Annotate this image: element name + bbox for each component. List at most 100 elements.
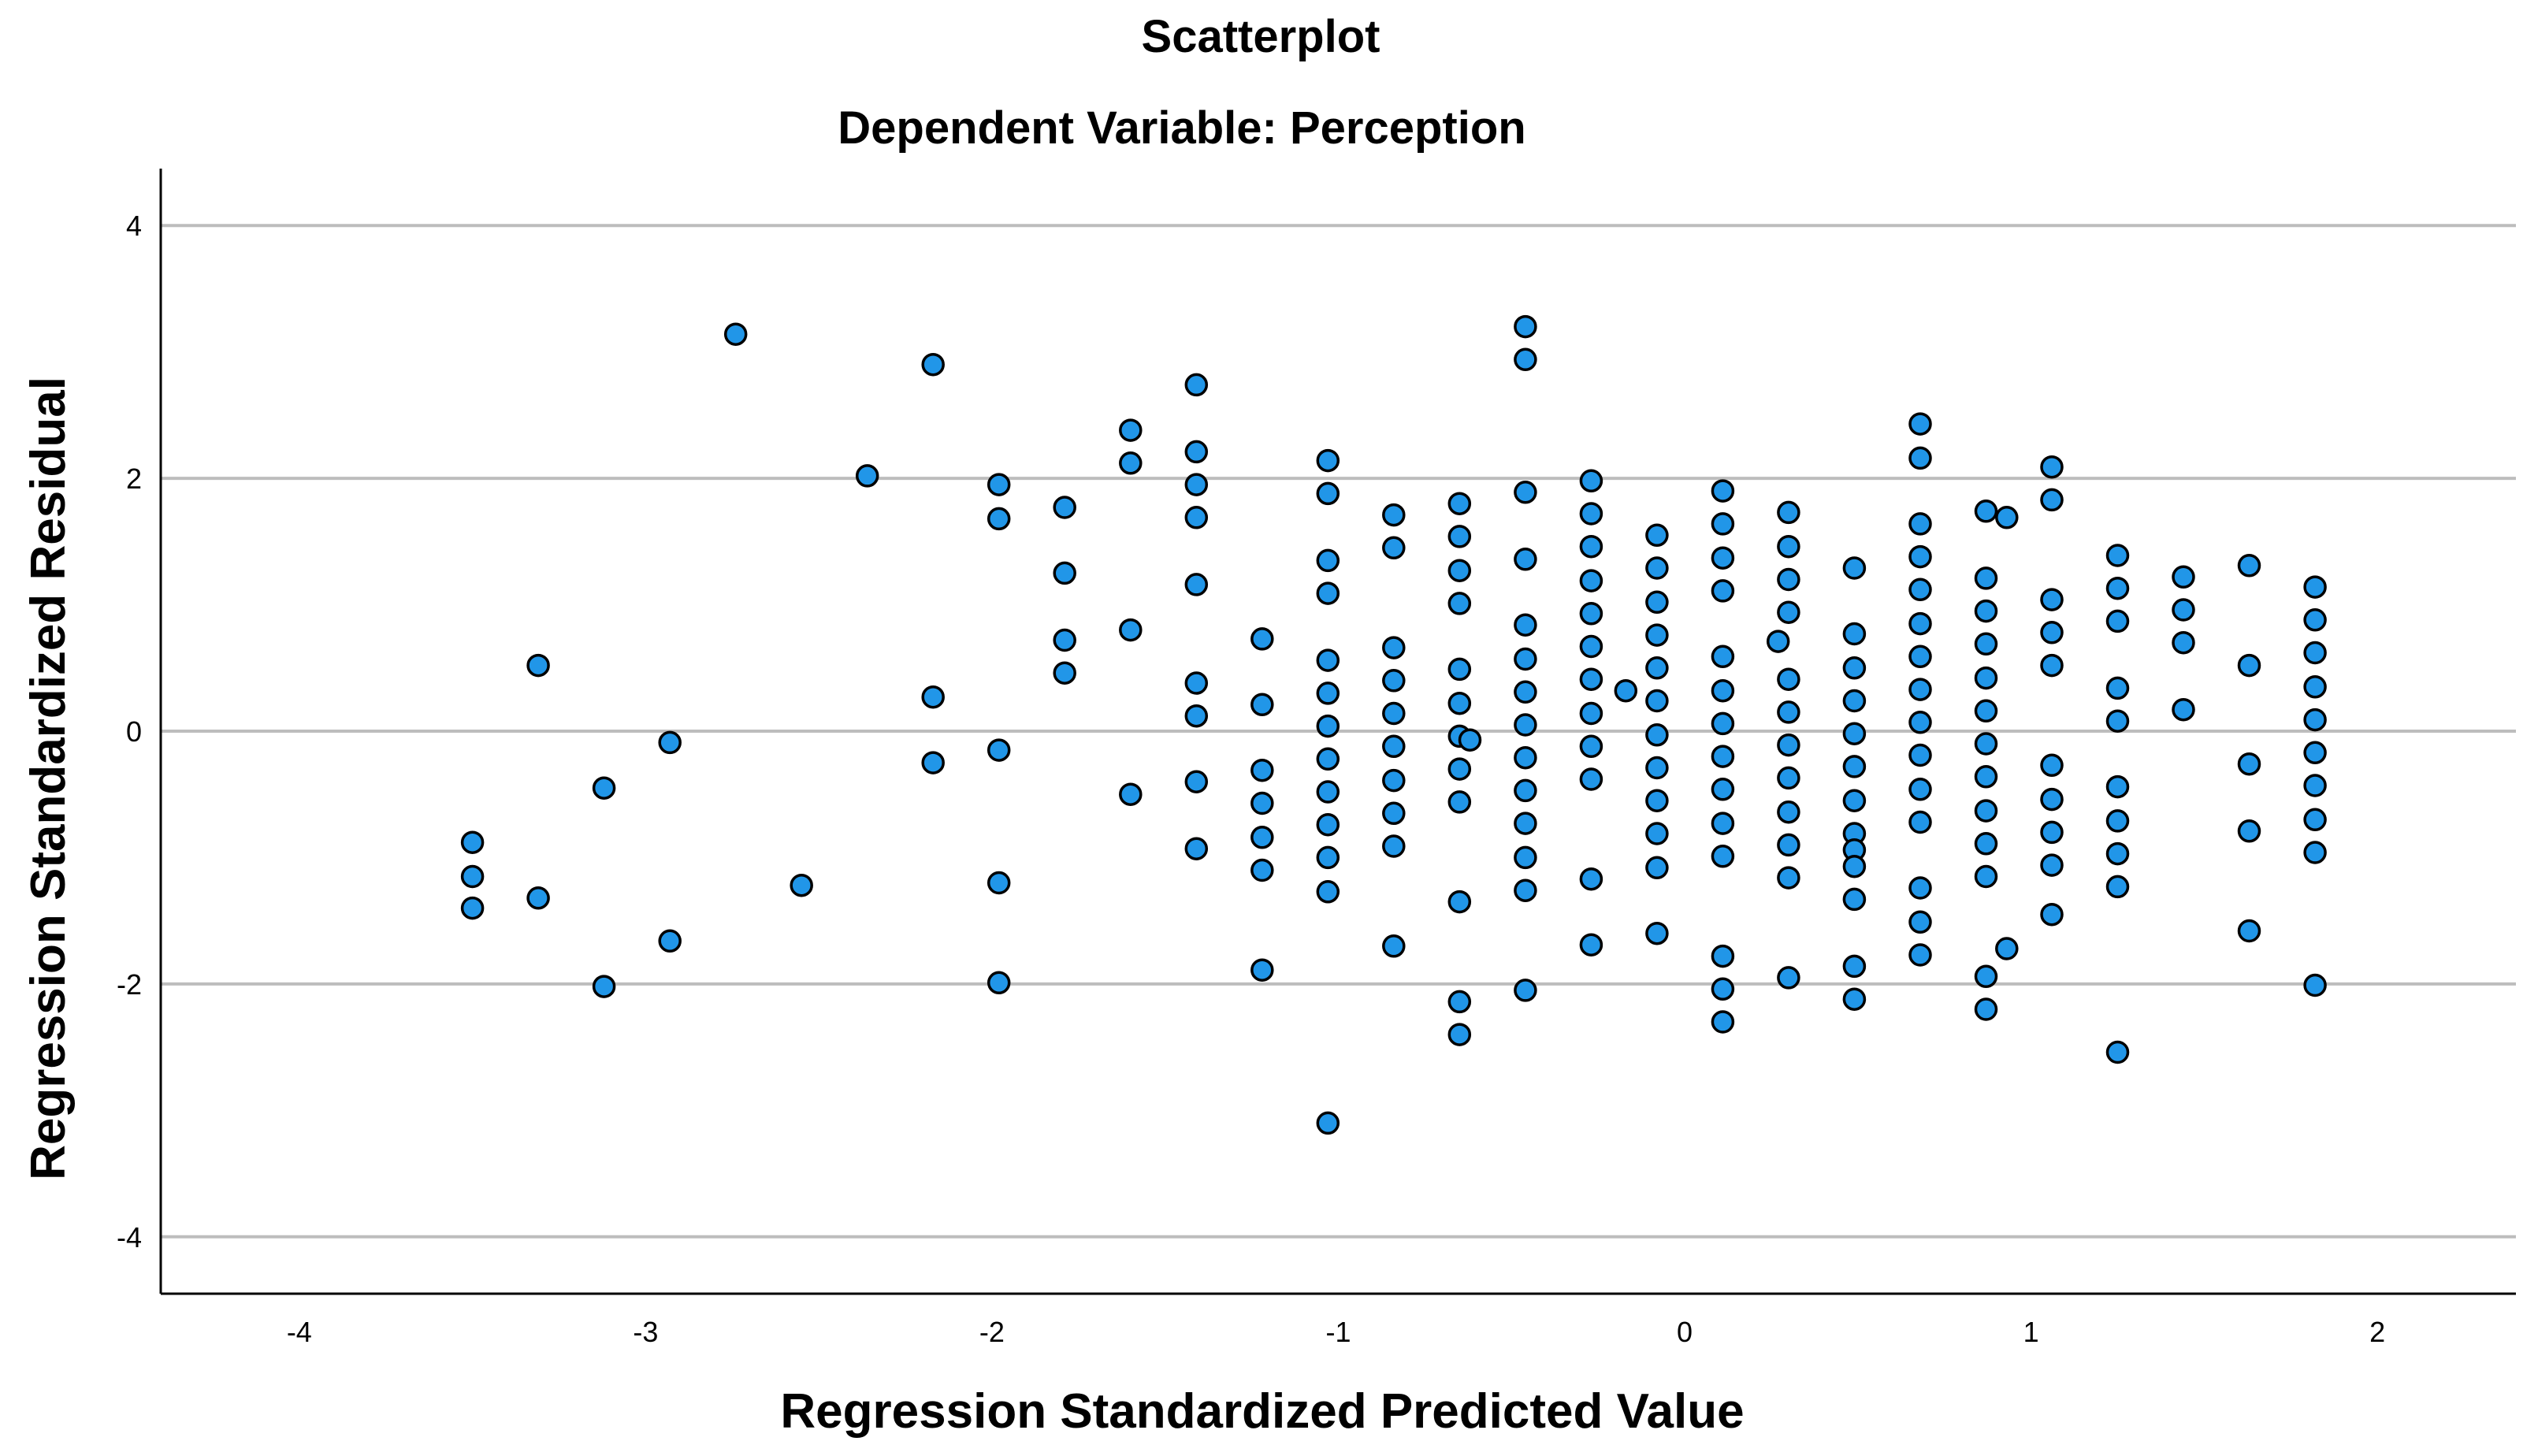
data-point (1711, 678, 1735, 703)
data-point (1974, 799, 1998, 823)
data-point (1250, 693, 1274, 717)
data-point (1316, 648, 1340, 672)
data-point (1908, 743, 1932, 767)
data-point (1842, 887, 1867, 912)
data-point (1447, 790, 1472, 814)
data-point (1842, 987, 1867, 1011)
data-point (987, 507, 1011, 531)
data-point (1447, 657, 1472, 682)
data-point (1514, 647, 1537, 671)
x-tick-labels: -4 -3 -2 -1 0 1 2 (287, 1316, 2385, 1348)
data-point (1447, 492, 1472, 515)
data-point (2105, 875, 2130, 899)
data-point (1447, 592, 1472, 615)
data-point (1908, 943, 1932, 967)
data-point (1579, 933, 1603, 956)
data-point (2105, 774, 2130, 799)
data-point (1579, 734, 1603, 759)
data-point (1777, 700, 1800, 724)
data-point (1974, 566, 1998, 590)
data-point (1447, 691, 1472, 715)
data-point (987, 738, 1011, 762)
data-point (1974, 832, 1998, 856)
data-point (2172, 565, 2195, 589)
data-point (1053, 496, 1076, 519)
y-tick-label: 4 (126, 210, 142, 242)
data-point (1382, 636, 1406, 659)
data-point (2040, 753, 2064, 778)
data-point (1250, 627, 1274, 651)
data-point (1842, 854, 1867, 878)
x-tick-label: 2 (2369, 1316, 2385, 1348)
x-tick-label: -3 (633, 1316, 658, 1348)
data-point (2105, 1040, 2130, 1064)
data-point (1908, 611, 1932, 636)
data-point (1579, 701, 1603, 726)
data-point (1908, 644, 1932, 669)
data-point (1908, 412, 1932, 436)
data-point (1514, 613, 1537, 637)
data-point (1382, 934, 1406, 958)
data-point (1974, 732, 1998, 756)
data-point (987, 971, 1011, 995)
data-point (2040, 621, 2064, 644)
data-point (1974, 699, 1998, 723)
data-point (1316, 845, 1340, 870)
data-point (1382, 701, 1406, 726)
data-point (1316, 448, 1340, 473)
data-point (1119, 782, 1143, 806)
data-point (1777, 567, 1800, 592)
y-tick-label: -2 (117, 968, 142, 1001)
data-point (2040, 455, 2064, 479)
data-point (855, 464, 879, 488)
data-point (1184, 506, 1209, 529)
data-point (2303, 741, 2327, 765)
data-point (1842, 722, 1867, 745)
data-point (1184, 440, 1209, 464)
data-point (2303, 973, 2327, 997)
data-point (1316, 880, 1340, 904)
data-point (1974, 666, 1998, 690)
data-point (1842, 755, 1867, 778)
data-point (1777, 800, 1800, 824)
data-point (1766, 630, 1790, 653)
data-point (1447, 757, 1472, 781)
data-point (1053, 628, 1076, 652)
data-point (1777, 667, 1800, 691)
data-point (1184, 837, 1209, 860)
data-point (1250, 791, 1274, 815)
data-point (1974, 500, 1998, 523)
data-point (1579, 469, 1603, 493)
data-point (1842, 656, 1867, 680)
data-point (1908, 678, 1932, 701)
data-point (723, 322, 748, 346)
data-point (1053, 661, 1076, 685)
data-point (1250, 858, 1274, 882)
data-point (2105, 609, 2130, 633)
data-point (1382, 669, 1406, 693)
data-point (1711, 812, 1735, 835)
data-point (1908, 910, 1932, 934)
data-point (1514, 713, 1537, 737)
scatter-points (460, 314, 2327, 1135)
data-point (1777, 534, 1800, 559)
data-point (1614, 678, 1638, 703)
data-point (1579, 767, 1603, 791)
data-point (1514, 548, 1537, 571)
data-point (1579, 867, 1603, 891)
data-point (592, 975, 616, 998)
data-point (1995, 937, 2019, 960)
data-point (1645, 789, 1669, 812)
y-tick-labels: 4 2 0 -2 -4 (117, 210, 142, 1254)
data-point (1579, 569, 1603, 592)
data-point (1974, 632, 1998, 656)
data-point (2303, 774, 2327, 797)
data-point (1184, 573, 1209, 596)
data-point (1974, 765, 1998, 789)
data-point (1579, 602, 1603, 626)
data-point (1777, 966, 1800, 990)
data-point (1842, 556, 1867, 580)
data-point (1382, 834, 1406, 858)
x-tick-label: -4 (287, 1316, 312, 1348)
